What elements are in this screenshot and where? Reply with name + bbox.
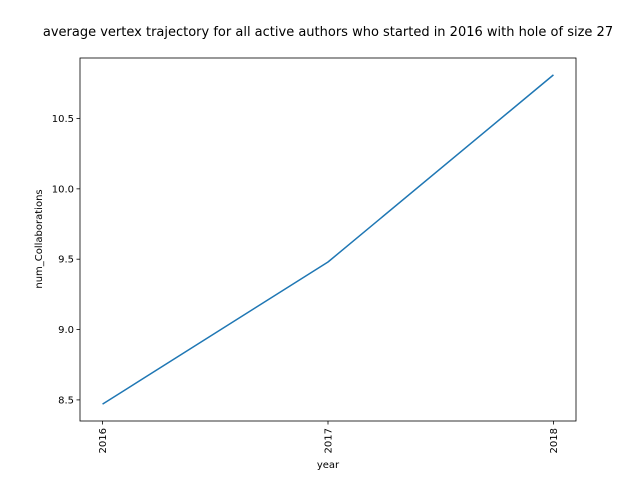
plot-area: 8.5 9.0 9.5 10.0 10.5 2016 2017 2018 [52, 57, 577, 453]
x-axis-ticks: 2016 2017 2018 [98, 421, 560, 453]
x-axis-label: year [317, 460, 340, 471]
chart-title: average vertex trajectory for all active… [43, 25, 613, 40]
series-layer [102, 74, 554, 405]
y-tick-label: 9.5 [58, 255, 74, 266]
x-tick-label: 2017 [324, 428, 335, 453]
y-tick-label: 10.5 [52, 114, 74, 125]
x-tick-label: 2016 [98, 428, 109, 453]
y-axis-ticks: 8.5 9.0 9.5 10.0 10.5 [52, 114, 80, 406]
y-tick-label: 8.5 [58, 395, 74, 406]
y-axis-label: num_Collaborations [34, 189, 45, 288]
x-tick-label: 2018 [549, 428, 560, 453]
y-tick-label: 10.0 [52, 184, 74, 195]
y-tick-label: 9.0 [58, 325, 74, 336]
axes-frame [79, 57, 577, 422]
